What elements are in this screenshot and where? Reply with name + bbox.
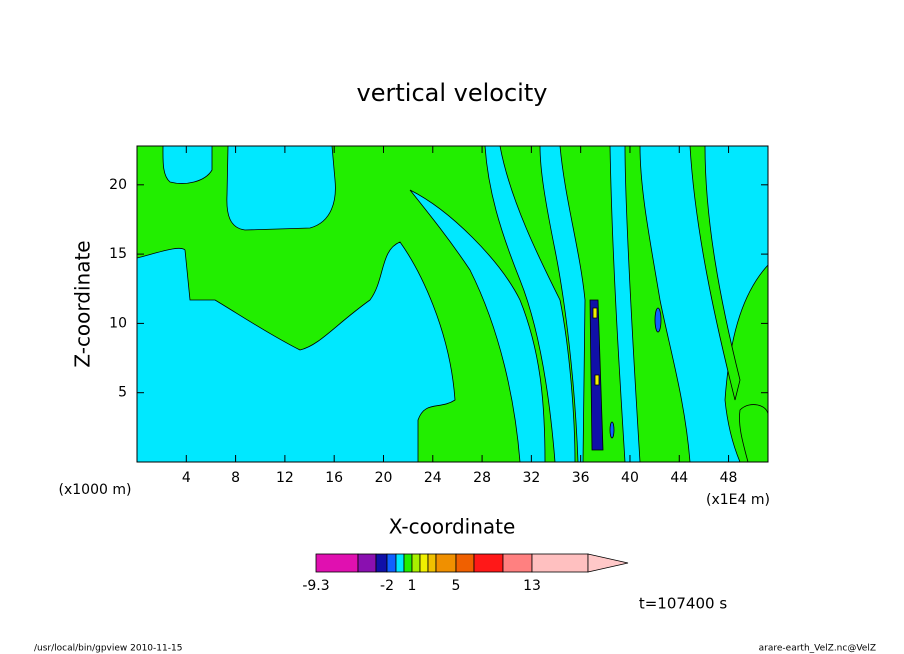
- colorbar-box: [419, 553, 429, 573]
- colorbar-box: [357, 553, 377, 573]
- colorbar-box: [455, 553, 475, 573]
- colorbar-box: [435, 553, 457, 573]
- colorbar-arrow: [587, 553, 629, 573]
- y-tick-label: 10: [109, 315, 127, 331]
- y-tick-label: 15: [109, 246, 127, 262]
- x-tick-label: 12: [276, 470, 294, 486]
- x-tick-label: 44: [670, 470, 688, 486]
- plot-frame: [136, 145, 769, 463]
- contour-region: [484, 146, 576, 462]
- colorbar-box: [403, 553, 413, 573]
- colorbar-label: 13: [523, 578, 541, 594]
- colorbar-label: -2: [380, 578, 394, 594]
- x-tick-label: 36: [572, 470, 590, 486]
- x-tick-label: 28: [473, 470, 491, 486]
- y-tick-label: 20: [109, 177, 127, 193]
- x-tick-label: 24: [424, 470, 442, 486]
- contour-region: [689, 146, 741, 401]
- y-tick-label: 5: [118, 385, 127, 401]
- contour-region: [592, 307, 598, 319]
- x-tick-label: 48: [720, 470, 738, 486]
- contour-region: [739, 404, 768, 462]
- colorbar-box: [473, 553, 504, 573]
- contour-region: [409, 189, 546, 462]
- contour-field: [137, 146, 768, 462]
- footer-right: arare-earth_VelZ.nc@VelZ: [759, 644, 876, 654]
- colorbar-box: [386, 553, 397, 573]
- y-axis-label: Z-coordinate: [71, 240, 95, 367]
- colorbar-box: [531, 553, 589, 573]
- contour-region: [137, 241, 456, 462]
- x-tick-label: 8: [231, 470, 240, 486]
- x-unit-label: (x1000 m): [59, 482, 132, 498]
- colorbar-label: 1: [408, 578, 417, 594]
- colorbar-label: -9.3: [302, 578, 329, 594]
- colorbar-box: [375, 553, 388, 573]
- contour-region: [594, 374, 600, 386]
- colorbar-box: [315, 553, 359, 573]
- colorbar-label: 5: [452, 578, 461, 594]
- colorbar-box: [427, 553, 437, 573]
- footer-left: /usr/local/bin/gpview 2010-11-15: [34, 644, 182, 654]
- contour-region: [539, 146, 586, 462]
- contour-region: [226, 146, 336, 231]
- x-tick-label: 32: [522, 470, 540, 486]
- time-label: t=107400 s: [639, 595, 727, 613]
- x-tick-label: 20: [375, 470, 393, 486]
- colorbar-box: [502, 553, 533, 573]
- contour-region: [654, 307, 662, 333]
- x-unit-label: (x1E4 m): [706, 492, 770, 508]
- colorbar-box: [411, 553, 421, 573]
- chart-title: vertical velocity: [357, 79, 548, 107]
- contour-region: [609, 421, 615, 439]
- x-tick-label: 16: [325, 470, 343, 486]
- contour-region: [162, 146, 213, 184]
- colorbar-box: [395, 553, 405, 573]
- x-axis-label: X-coordinate: [389, 515, 516, 539]
- x-tick-label: 4: [182, 470, 191, 486]
- x-tick-label: 40: [621, 470, 639, 486]
- contour-region: [609, 146, 641, 462]
